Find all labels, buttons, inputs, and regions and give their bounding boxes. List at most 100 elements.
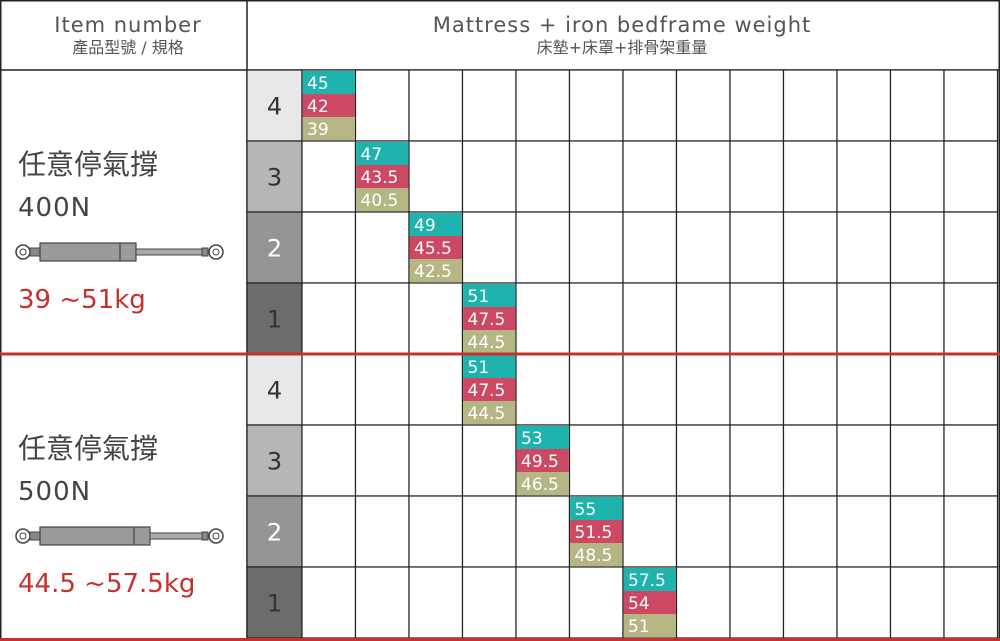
value-block <box>570 497 623 520</box>
value-block <box>356 165 409 188</box>
gas-spring-icon <box>15 242 224 262</box>
value-block <box>356 142 409 165</box>
grid-cell <box>301 140 357 213</box>
grid-cell <box>675 353 731 426</box>
grid-cell <box>889 282 945 355</box>
grid-cell <box>889 424 945 497</box>
grid-cell <box>354 495 410 568</box>
value-block <box>463 401 516 424</box>
value-label: 53 <box>521 429 543 449</box>
grid-cell <box>408 282 464 355</box>
grid-cell <box>836 424 892 497</box>
grid-cell <box>782 69 838 142</box>
value-label: 51 <box>468 287 490 307</box>
value-block <box>463 355 516 378</box>
grid-cell <box>461 140 517 213</box>
grid-cell <box>889 566 945 639</box>
grid-cell <box>943 353 999 426</box>
grid-cell <box>301 424 357 497</box>
value-label: 42 <box>307 97 329 117</box>
grid-cell <box>622 282 678 355</box>
grid-cell <box>729 69 785 142</box>
grid-cell <box>675 211 731 284</box>
level-number: 4 <box>267 93 282 121</box>
level-cell <box>246 495 303 568</box>
value-block <box>516 449 569 472</box>
grid-cell <box>889 495 945 568</box>
grid-cell <box>568 69 624 142</box>
grid-cell <box>622 140 678 213</box>
value-block <box>356 188 409 211</box>
value-label: 51 <box>468 358 490 378</box>
value-block <box>516 472 569 495</box>
grid-cell <box>675 566 731 639</box>
level-number: 3 <box>267 448 282 476</box>
grid-cell <box>675 424 731 497</box>
grid-cell <box>943 495 999 568</box>
level-number: 1 <box>267 590 282 618</box>
value-label: 43.5 <box>361 168 399 188</box>
value-block <box>409 236 462 259</box>
grid-cell <box>461 495 517 568</box>
grid-cell <box>943 69 999 142</box>
value-block <box>302 94 355 117</box>
grid-cell <box>568 140 624 213</box>
grid-cell <box>354 69 410 142</box>
grid-cell <box>836 566 892 639</box>
grid-cell <box>354 353 410 426</box>
level-cell <box>246 566 303 639</box>
grid-cell <box>461 424 517 497</box>
value-block <box>302 117 355 140</box>
grid-cell <box>301 353 357 426</box>
weight-subtitle: 床墊+床罩+排骨架重量 <box>537 38 708 57</box>
value-label: 57.5 <box>628 571 666 591</box>
grid-cell <box>515 566 571 639</box>
value-label: 47 <box>361 145 383 165</box>
grid-cell <box>301 282 357 355</box>
weight-range: 39 ~51kg <box>18 285 146 315</box>
value-block <box>623 614 676 637</box>
value-block <box>302 71 355 94</box>
level-number: 3 <box>267 164 282 192</box>
grid-cell <box>354 424 410 497</box>
grid-cell <box>782 353 838 426</box>
grid-cell <box>836 211 892 284</box>
level-number: 2 <box>267 519 282 547</box>
grid-cell <box>943 282 999 355</box>
grid-cell <box>408 495 464 568</box>
grid-cell <box>568 282 624 355</box>
grid-cell <box>889 140 945 213</box>
grid-cell <box>836 69 892 142</box>
grid-cell <box>836 140 892 213</box>
grid-cell <box>515 140 571 213</box>
value-label: 55 <box>575 500 597 520</box>
value-label: 45.5 <box>414 239 452 259</box>
grid-cell <box>729 140 785 213</box>
grid-cell <box>461 69 517 142</box>
value-block <box>516 426 569 449</box>
value-label: 46.5 <box>521 475 559 495</box>
value-label: 45 <box>307 74 329 94</box>
value-block <box>409 259 462 282</box>
grid-cell <box>568 353 624 426</box>
grid-cell <box>782 140 838 213</box>
grid-cell <box>729 211 785 284</box>
grid-cell <box>408 69 464 142</box>
grid-cell <box>782 566 838 639</box>
grid-cell <box>622 424 678 497</box>
grid-cell <box>782 424 838 497</box>
value-label: 49.5 <box>521 452 559 472</box>
item-number-label: Item number <box>54 13 201 37</box>
grid-cell <box>354 282 410 355</box>
grid-cell <box>622 495 678 568</box>
grid-cell <box>675 69 731 142</box>
grid-cell <box>782 495 838 568</box>
value-block <box>570 543 623 566</box>
grid-cell <box>515 282 571 355</box>
grid-cell <box>889 353 945 426</box>
grid-cell <box>675 140 731 213</box>
grid-cell <box>301 495 357 568</box>
grid-cell <box>568 424 624 497</box>
spring-name: 任意停氣撐 <box>18 432 158 465</box>
